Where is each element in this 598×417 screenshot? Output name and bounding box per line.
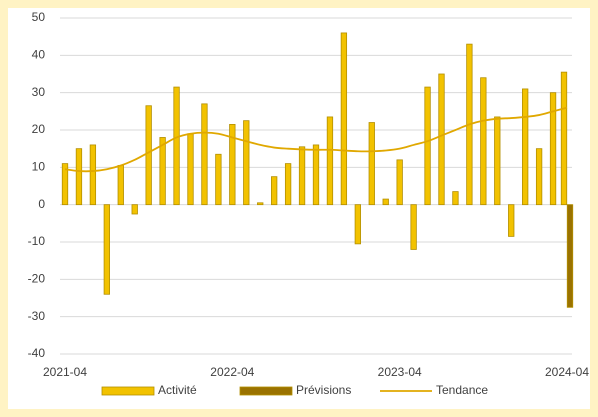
bar — [560, 71, 568, 206]
y-tick-label: -20 — [28, 272, 46, 286]
bar — [145, 105, 152, 206]
bar — [438, 73, 445, 206]
bar — [522, 88, 529, 206]
trend-line — [64, 106, 568, 173]
bar — [284, 163, 292, 206]
bar — [340, 32, 348, 206]
y-tick-label: 50 — [32, 10, 46, 24]
legend-label: Prévisions — [296, 383, 351, 397]
y-tick-label: 0 — [38, 197, 45, 211]
y-tick-label: 20 — [32, 122, 46, 136]
bar — [354, 204, 361, 245]
bar — [173, 86, 180, 206]
legend-label: Activité — [158, 383, 197, 397]
bar — [187, 133, 194, 206]
bar — [312, 144, 320, 206]
y-tick-label: 40 — [32, 48, 46, 62]
bar — [494, 116, 501, 206]
bar — [103, 204, 110, 295]
bar — [243, 120, 250, 206]
legend-label: Tendance — [436, 383, 488, 397]
bar — [410, 204, 417, 250]
y-tick-label: 30 — [32, 85, 46, 99]
bar — [452, 191, 459, 206]
bar — [61, 163, 69, 206]
x-tick-label: 2021-04 — [43, 365, 87, 379]
y-tick-label: -40 — [28, 346, 46, 360]
bar — [271, 176, 278, 206]
bar — [326, 116, 334, 206]
bar — [159, 137, 166, 206]
bar — [566, 204, 574, 308]
bar — [229, 124, 236, 206]
bar — [396, 159, 403, 206]
x-tick-label: 2023-04 — [378, 365, 422, 379]
bar — [117, 165, 124, 206]
y-tick-label: -10 — [28, 234, 46, 248]
x-tick-label: 2022-04 — [210, 365, 254, 379]
bar — [424, 86, 431, 206]
bar — [257, 202, 264, 206]
bar — [131, 204, 138, 215]
x-tick-label: 2024-04 — [545, 365, 589, 379]
bar — [298, 146, 306, 206]
bar — [382, 198, 389, 206]
bar — [75, 148, 83, 206]
bar — [215, 153, 222, 206]
y-tick-label: 10 — [32, 160, 46, 174]
legend-swatch — [239, 386, 293, 396]
bar — [508, 204, 515, 237]
bar — [535, 148, 543, 206]
bar — [368, 122, 375, 206]
chart-area — [8, 8, 590, 409]
bar — [480, 77, 487, 206]
bar — [89, 144, 97, 206]
y-tick-label: -30 — [28, 309, 46, 323]
legend-swatch — [101, 386, 155, 396]
bar — [549, 92, 557, 206]
bar — [201, 103, 208, 206]
